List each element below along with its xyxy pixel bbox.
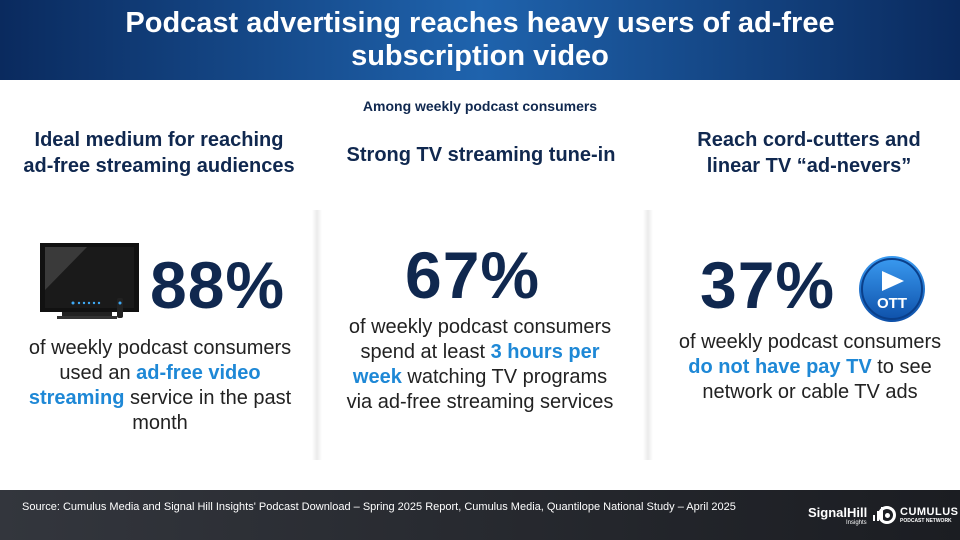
column-1-title: Ideal medium for reaching ad-free stream…	[23, 129, 295, 177]
desc-highlight: ad-free video streaming	[28, 362, 261, 409]
column-2-description: of weekly podcast consumers spend at lea…	[340, 315, 620, 415]
source-note: Source: Cumulus Media and Signal Hill In…	[22, 501, 736, 513]
desc-text: of weekly podcast consumers	[678, 331, 942, 353]
column-divider	[643, 210, 653, 460]
desc-text: of weekly podcast consumers used an	[28, 337, 292, 384]
ott-icon-label: OTT	[877, 295, 907, 312]
signalhill-logo: SignalHill Insights	[808, 505, 883, 526]
desc-text: to see network or cable TV ads	[702, 356, 932, 403]
desc-text: of weekly podcast consumers spend at lea…	[348, 316, 612, 363]
desc-text: watching TV programs via ad-free streami…	[346, 366, 614, 413]
desc-highlight: 3 hours per week	[352, 341, 600, 388]
footer: Source: Cumulus Media and Signal Hill In…	[0, 490, 960, 540]
cumulus-logo-text: CUMULUS	[900, 506, 959, 518]
tv-icon	[40, 243, 139, 319]
subtitle: Among weekly podcast consumers	[362, 98, 598, 114]
signalhill-logo-sub: Insights	[846, 520, 867, 526]
column-1-description: of weekly podcast consumers used an ad-f…	[20, 336, 300, 436]
stat-67: 67%	[405, 238, 541, 312]
header-banner: Podcast advertising reaches heavy users …	[0, 0, 960, 80]
column-divider	[312, 210, 322, 460]
column-2-title: Strong TV streaming tune-in	[346, 144, 616, 166]
signalhill-logo-text: SignalHill	[808, 505, 868, 520]
cumulus-circle-icon	[878, 506, 896, 524]
stat-88: 88%	[150, 248, 286, 322]
desc-text: service in the past month	[124, 387, 292, 434]
ott-icon: OTT	[859, 256, 925, 322]
stat-37: 37%	[700, 248, 836, 322]
column-3-title: Reach cord-cutters and linear TV “ad-nev…	[697, 129, 921, 177]
cumulus-logo-sub: PODCAST NETWORK	[900, 518, 952, 524]
column-3-description: of weekly podcast consumers do not have …	[670, 330, 950, 405]
desc-highlight: do not have pay TV	[688, 356, 872, 378]
page-title: Podcast advertising reaches heavy users …	[125, 7, 835, 72]
